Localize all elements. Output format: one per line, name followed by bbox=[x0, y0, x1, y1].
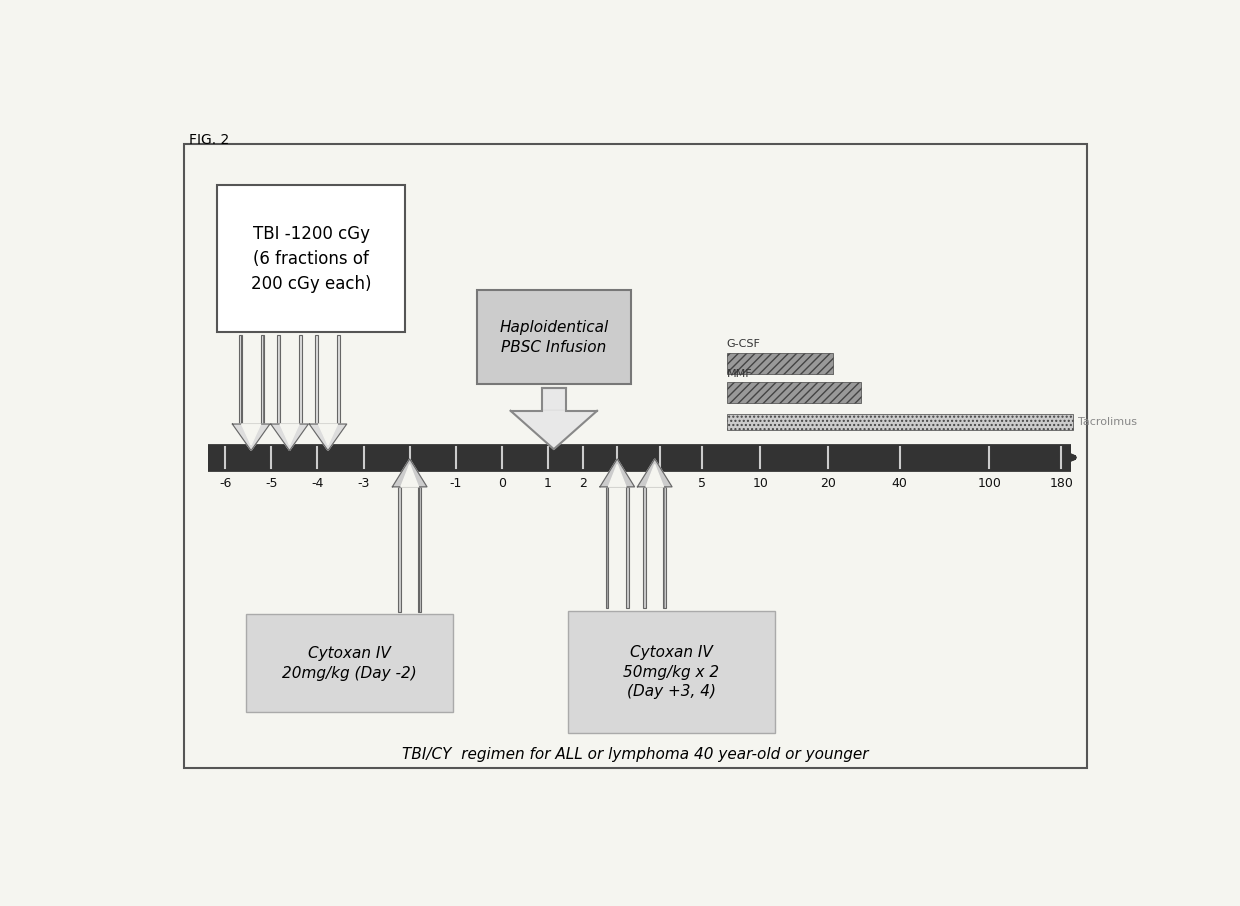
Text: 40: 40 bbox=[892, 477, 908, 490]
Polygon shape bbox=[609, 465, 626, 487]
Text: TBI/CY  regimen for ALL or lymphoma 40 year-old or younger: TBI/CY regimen for ALL or lymphoma 40 ye… bbox=[402, 747, 869, 762]
Polygon shape bbox=[646, 465, 663, 487]
Text: TBI -1200 cGy
(6 fractions of
200 cGy each): TBI -1200 cGy (6 fractions of 200 cGy ea… bbox=[250, 225, 372, 293]
Text: 10: 10 bbox=[753, 477, 769, 490]
Bar bbox=[542, 388, 565, 410]
Text: FIG. 2: FIG. 2 bbox=[188, 133, 229, 147]
Text: -1: -1 bbox=[450, 477, 463, 490]
Polygon shape bbox=[232, 424, 270, 450]
Bar bbox=[626, 487, 629, 608]
Bar bbox=[260, 335, 264, 424]
Bar bbox=[238, 335, 242, 424]
Text: Tacrolimus: Tacrolimus bbox=[1078, 417, 1137, 427]
Bar bbox=[337, 335, 341, 424]
FancyBboxPatch shape bbox=[247, 614, 453, 712]
Text: 100: 100 bbox=[977, 477, 1001, 490]
Text: Cytoxan IV
50mg/kg x 2
(Day +3, 4): Cytoxan IV 50mg/kg x 2 (Day +3, 4) bbox=[624, 645, 719, 699]
Polygon shape bbox=[401, 465, 418, 487]
Text: G-CSF: G-CSF bbox=[727, 340, 760, 350]
Text: -2: -2 bbox=[403, 477, 415, 490]
Bar bbox=[299, 335, 303, 424]
Text: -3: -3 bbox=[357, 477, 370, 490]
Polygon shape bbox=[309, 424, 347, 450]
Polygon shape bbox=[392, 459, 427, 487]
Bar bbox=[605, 487, 609, 608]
Text: -6: -6 bbox=[219, 477, 232, 490]
Polygon shape bbox=[242, 424, 260, 445]
Text: Haploidentical
PBSC Infusion: Haploidentical PBSC Infusion bbox=[500, 320, 609, 354]
Bar bbox=[644, 487, 646, 608]
Polygon shape bbox=[637, 459, 672, 487]
Bar bbox=[418, 487, 422, 612]
Bar bbox=[727, 382, 862, 403]
Bar bbox=[727, 414, 1073, 429]
Text: -5: -5 bbox=[265, 477, 278, 490]
Text: 2: 2 bbox=[579, 477, 587, 490]
FancyBboxPatch shape bbox=[477, 290, 631, 384]
Text: 5: 5 bbox=[698, 477, 706, 490]
Polygon shape bbox=[600, 459, 635, 487]
Bar bbox=[277, 335, 280, 424]
Text: 20: 20 bbox=[820, 477, 836, 490]
Polygon shape bbox=[319, 424, 337, 445]
Text: MMF: MMF bbox=[727, 369, 753, 379]
FancyBboxPatch shape bbox=[217, 186, 404, 332]
FancyBboxPatch shape bbox=[568, 611, 775, 733]
Text: 4: 4 bbox=[656, 477, 663, 490]
Polygon shape bbox=[270, 424, 309, 450]
Text: 0: 0 bbox=[498, 477, 506, 490]
Bar bbox=[184, 143, 1087, 768]
Text: 180: 180 bbox=[1049, 477, 1073, 490]
Text: 3: 3 bbox=[614, 477, 621, 490]
Polygon shape bbox=[280, 424, 299, 445]
Text: 1: 1 bbox=[544, 477, 552, 490]
Bar bbox=[315, 335, 319, 424]
Bar bbox=[663, 487, 666, 608]
Bar bbox=[727, 352, 832, 374]
Bar bbox=[398, 487, 401, 612]
Polygon shape bbox=[511, 410, 596, 449]
Text: -4: -4 bbox=[311, 477, 324, 490]
Text: Cytoxan IV
20mg/kg (Day -2): Cytoxan IV 20mg/kg (Day -2) bbox=[283, 646, 417, 680]
